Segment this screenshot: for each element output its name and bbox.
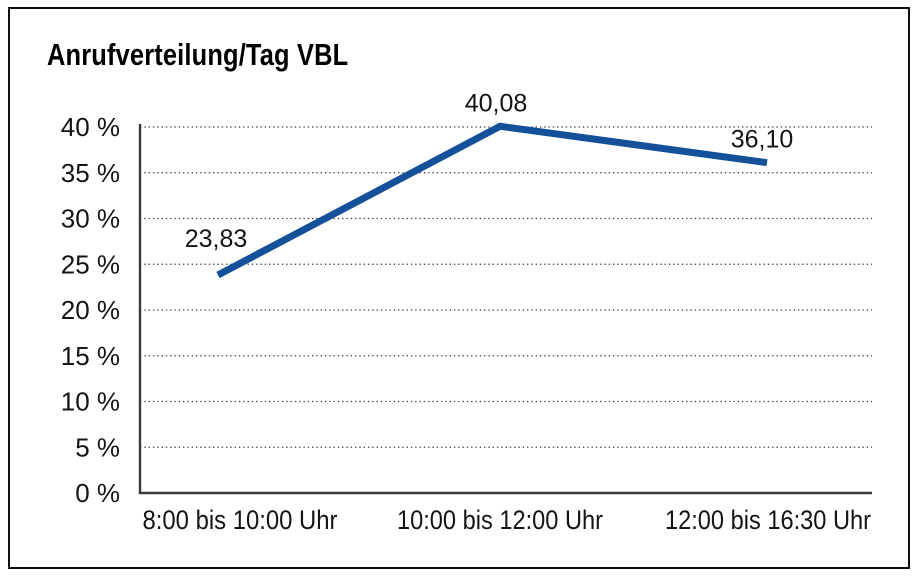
chart-frame: Anrufverteilung/Tag VBL: [8, 7, 910, 569]
y-axis-tick-label: 15 %: [61, 341, 120, 371]
y-axis-tick-label: 5 %: [75, 432, 120, 462]
data-point-label: 23,83: [185, 225, 248, 253]
y-axis-tick-label: 10 %: [61, 387, 120, 417]
y-axis-tick-label: 20 %: [61, 295, 120, 325]
y-axis-tick-label: 0 %: [75, 478, 120, 508]
y-axis-tick-label: 30 %: [61, 204, 120, 234]
x-axis-category-label: 12:00 bis 16:30 Uhr: [665, 505, 871, 535]
data-line: [216, 122, 768, 279]
chart-title: Anrufverteilung/Tag VBL: [47, 37, 349, 72]
y-axis-tick-label: 25 %: [61, 249, 120, 279]
x-axis-category-label: 8:00 bis 10:00 Uhr: [143, 505, 338, 535]
data-point-label: 36,10: [731, 126, 794, 154]
y-axis-tick-label: 35 %: [61, 158, 120, 188]
x-axis-category-label: 10:00 bis 12:00 Uhr: [397, 505, 603, 535]
data-point-label: 40,08: [465, 89, 528, 117]
y-axis-tick-label: 40 %: [61, 112, 120, 142]
